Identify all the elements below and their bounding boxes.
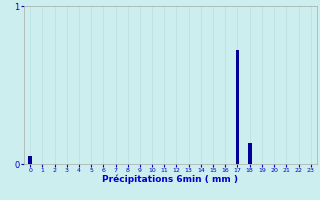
Bar: [28, 156, 32, 164]
Bar: [248, 143, 252, 164]
X-axis label: Précipitations 6min ( mm ): Précipitations 6min ( mm ): [102, 175, 238, 184]
Bar: [236, 50, 239, 164]
